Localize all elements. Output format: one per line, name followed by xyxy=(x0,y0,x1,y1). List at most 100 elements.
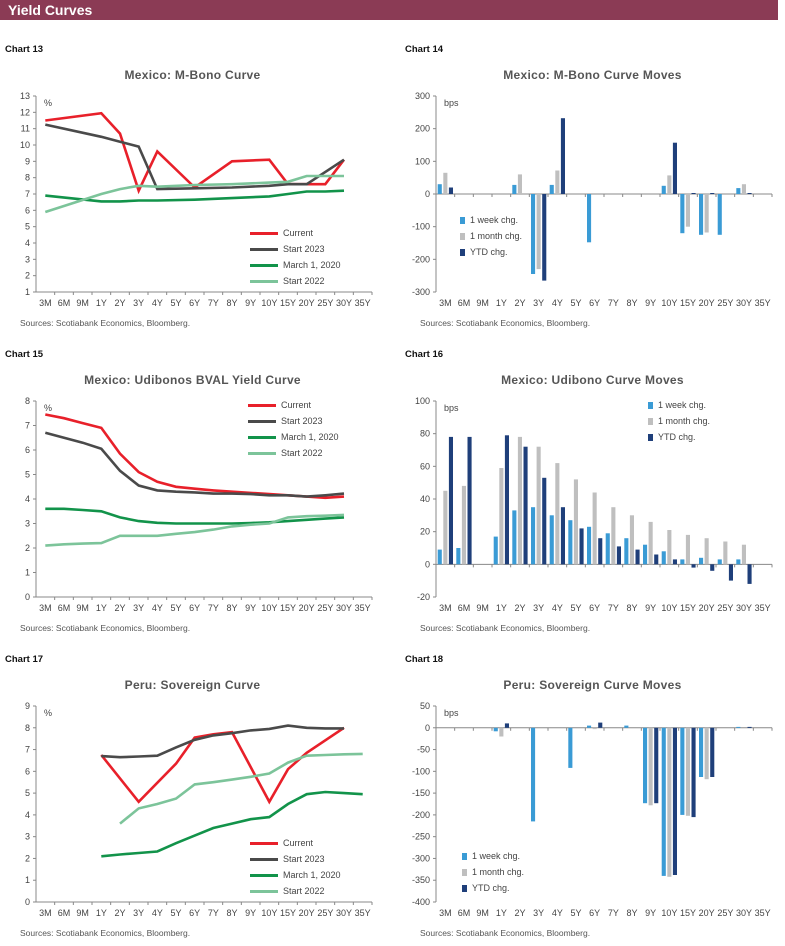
chart-sources: Sources: Scotiabank Economics, Bloomberg… xyxy=(420,623,591,633)
legend-label: Current xyxy=(281,400,312,410)
x-tick-label: 4Y xyxy=(552,298,563,308)
x-tick-label: 10Y xyxy=(661,603,677,613)
x-tick-label: 6M xyxy=(458,603,471,613)
x-tick-label: 3M xyxy=(439,298,452,308)
bar xyxy=(691,564,696,568)
y-tick-label: 4 xyxy=(25,494,30,504)
x-tick-label: 6Y xyxy=(589,603,600,613)
y-tick-label: 5 xyxy=(25,470,30,480)
y-tick-label: 3 xyxy=(25,832,30,842)
y-tick-label: 1 xyxy=(25,287,30,297)
x-tick-label: 2Y xyxy=(514,298,525,308)
bar xyxy=(648,521,653,565)
legend-label: YTD chg. xyxy=(658,432,696,442)
legend-item: Start 2022 xyxy=(250,883,341,899)
legend-swatch xyxy=(462,868,467,876)
chart-title: Mexico: Udibono Curve Moves xyxy=(501,373,684,387)
bar xyxy=(549,184,554,194)
x-tick-label: 1Y xyxy=(96,908,107,918)
chart-sources: Sources: Scotiabank Economics, Bloomberg… xyxy=(20,928,191,938)
x-tick-label: 3Y xyxy=(133,908,144,918)
x-tick-label: 25Y xyxy=(317,603,333,613)
series-line xyxy=(44,431,345,498)
bar xyxy=(747,193,752,194)
legend-item: Start 2023 xyxy=(250,241,341,257)
y-tick-label: -300 xyxy=(412,853,430,863)
y-axis-unit: % xyxy=(44,708,52,718)
chart-plot: -20 0 20 40 60 80 100 bps 3M 6M 9M 1Y 2Y 3Y 4Y 5Y 6Y 7Y 8Y… xyxy=(415,396,773,613)
y-axis-unit: % xyxy=(44,98,52,108)
legend-swatch xyxy=(250,279,278,283)
x-tick-label: 6Y xyxy=(589,908,600,918)
x-tick-label: 3M xyxy=(39,298,52,308)
x-tick-label: 4Y xyxy=(552,603,563,613)
x-tick-label: 2Y xyxy=(114,603,125,613)
legend-swatch xyxy=(250,889,278,893)
legend-label: 1 month chg. xyxy=(658,416,711,426)
x-tick-label: 2Y xyxy=(514,908,525,918)
bar xyxy=(699,194,704,235)
legend: 1 week chg. 1 month chg. YTD chg. xyxy=(648,397,710,445)
x-tick-label: 30Y xyxy=(336,603,352,613)
y-tick-label: 2 xyxy=(25,543,30,553)
bar xyxy=(504,435,509,565)
y-tick-label: -50 xyxy=(417,745,430,755)
x-tick-label: 25Y xyxy=(717,603,733,613)
bar xyxy=(592,727,597,730)
y-axis-unit: % xyxy=(44,403,52,413)
y-tick-label: 9 xyxy=(25,156,30,166)
bar xyxy=(710,564,715,571)
bar xyxy=(592,492,597,565)
y-tick-label: 100 xyxy=(415,156,430,166)
bar xyxy=(605,533,610,565)
legend-item: March 1, 2020 xyxy=(248,429,339,445)
chart-plot: 0 1 2 3 4 5 6 7 8% 3M 6M 9M 1Y 2Y 3Y 4Y 5Y 6Y 7Y 8Y 9Y 10Y 15Y… xyxy=(25,396,373,613)
x-tick-label: 20Y xyxy=(699,298,715,308)
y-axis-unit: bps xyxy=(444,403,459,413)
y-tick-label: 8 xyxy=(25,723,30,733)
bar xyxy=(717,559,722,565)
bar xyxy=(499,727,504,737)
y-tick-label: -400 xyxy=(412,897,430,907)
bar xyxy=(531,727,536,822)
x-tick-label: 4Y xyxy=(152,603,163,613)
bar xyxy=(549,515,554,565)
x-tick-label: 6M xyxy=(458,908,471,918)
bar xyxy=(598,538,603,565)
y-tick-label: 50 xyxy=(420,701,430,711)
x-tick-label: 1Y xyxy=(496,603,507,613)
y-tick-label: -200 xyxy=(412,254,430,264)
x-tick-label: 5Y xyxy=(570,603,581,613)
y-tick-label: 13 xyxy=(20,91,30,101)
y-tick-label: 5 xyxy=(25,788,30,798)
x-tick-label: 8Y xyxy=(226,298,237,308)
bar xyxy=(611,507,616,565)
bar xyxy=(710,727,715,777)
y-tick-label: 5 xyxy=(25,222,30,232)
x-tick-label: 3Y xyxy=(133,603,144,613)
x-tick-label: 15Y xyxy=(680,908,696,918)
bar xyxy=(667,727,672,877)
bar xyxy=(680,727,685,815)
bar xyxy=(598,722,603,728)
series-line xyxy=(45,123,345,191)
x-tick-label: 6M xyxy=(58,908,71,918)
x-tick-label: 1Y xyxy=(96,298,107,308)
legend-swatch xyxy=(460,232,465,240)
legend-label: YTD chg. xyxy=(472,883,510,893)
legend-swatch xyxy=(648,401,653,409)
y-tick-label: 0 xyxy=(425,559,430,569)
bar xyxy=(542,194,547,281)
x-tick-label: 1Y xyxy=(496,908,507,918)
x-tick-label: 7Y xyxy=(608,298,619,308)
chart-panel: Chart 16 Mexico: Udibono Curve Moves Sou… xyxy=(400,345,785,645)
chart-label: Chart 17 xyxy=(5,654,44,665)
x-tick-label: 30Y xyxy=(336,298,352,308)
legend: 1 week chg. 1 month chg. YTD chg. xyxy=(460,212,522,260)
legend-swatch xyxy=(250,873,278,877)
chart-title: Mexico: Udibonos BVAL Yield Curve xyxy=(84,373,301,387)
y-tick-label: 7 xyxy=(25,189,30,199)
legend-label: 1 month chg. xyxy=(470,231,523,241)
x-tick-label: 25Y xyxy=(717,298,733,308)
